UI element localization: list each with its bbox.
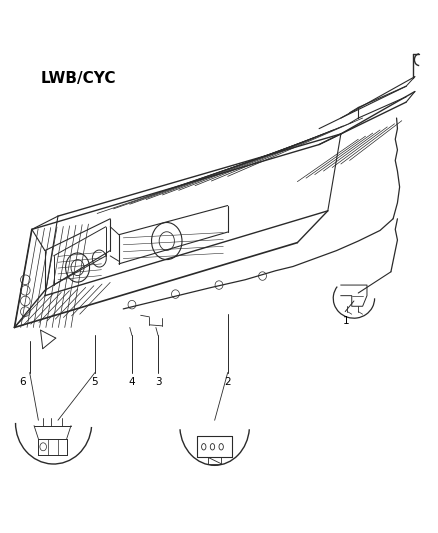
Text: 4: 4 xyxy=(129,376,135,386)
Text: 5: 5 xyxy=(92,376,98,386)
Text: 2: 2 xyxy=(224,376,231,386)
Text: 3: 3 xyxy=(155,376,161,386)
Text: LWB/CYC: LWB/CYC xyxy=(41,71,116,86)
Text: 1: 1 xyxy=(343,316,350,326)
Text: 6: 6 xyxy=(19,376,25,386)
